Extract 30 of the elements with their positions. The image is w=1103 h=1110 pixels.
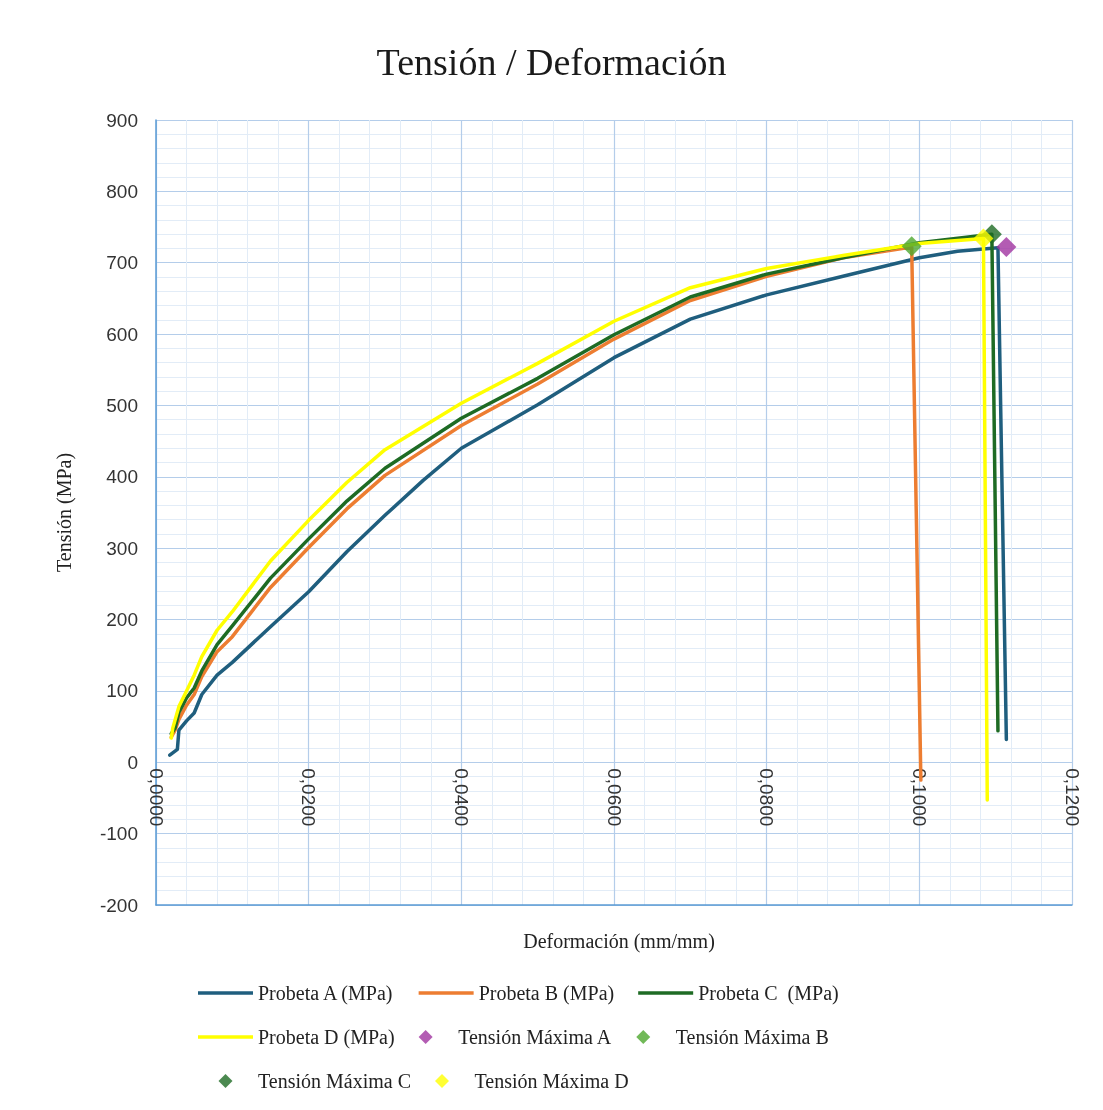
y-tick-label: 300	[106, 537, 138, 559]
legend-label: Tensión Máxima B	[675, 1026, 829, 1048]
x-tick-label: 0,0200	[298, 768, 320, 827]
legend-label: Probeta A (MPa)	[258, 982, 393, 1005]
y-tick-label: 600	[106, 323, 138, 345]
x-axis-title: Deformación (mm/mm)	[523, 930, 715, 953]
legend-label: Tensión Máxima C	[258, 1070, 412, 1092]
y-tick-label: 900	[106, 109, 138, 131]
legend-label: Probeta B (MPa)	[478, 982, 615, 1005]
legend-label: Probeta D (MPa)	[258, 1026, 395, 1049]
y-tick-label: 700	[106, 252, 138, 274]
y-tick-label: 800	[106, 180, 138, 202]
x-tick-label: 0,0000	[145, 768, 167, 827]
y-tick-label: 100	[106, 680, 138, 702]
y-tick-label: 0	[127, 751, 138, 773]
y-tick-label: 200	[106, 609, 138, 631]
x-tick-label: 0,1000	[908, 768, 930, 827]
x-tick-label: 0,0800	[756, 768, 778, 827]
y-tick-label: -200	[99, 894, 138, 916]
x-tick-label: 0,0600	[603, 768, 625, 827]
legend-label: Tensión Máxima D	[474, 1070, 629, 1092]
legend-label: Probeta C (MPa)	[698, 982, 839, 1005]
y-tick-label: 400	[106, 466, 138, 488]
legend-label: Tensión Máxima A	[458, 1026, 612, 1048]
y-tick-label: 500	[106, 394, 138, 416]
chart-title: Tensión / Deformación	[376, 41, 727, 83]
y-tick-label: -100	[99, 823, 138, 845]
x-tick-label: 0,0400	[450, 768, 472, 827]
y-axis-title: Tensión (MPa)	[53, 452, 76, 573]
x-tick-label: 0,1200	[1061, 768, 1083, 827]
